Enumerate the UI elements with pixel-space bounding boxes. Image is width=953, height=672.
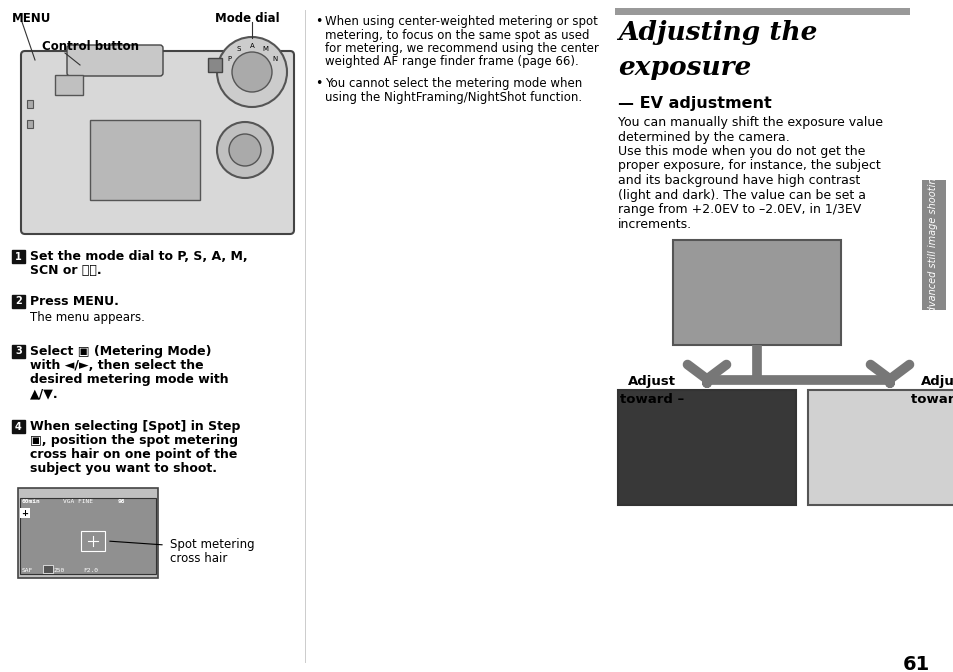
Text: 61: 61 — [902, 655, 929, 672]
Text: determined by the camera.: determined by the camera. — [618, 130, 789, 144]
Text: (light and dark). The value can be set a: (light and dark). The value can be set a — [618, 189, 865, 202]
Text: Use this mode when you do not get the: Use this mode when you do not get the — [618, 145, 864, 158]
Text: •: • — [314, 15, 322, 28]
Bar — [81, 531, 105, 551]
Text: for metering, we recommend using the center: for metering, we recommend using the cen… — [325, 42, 598, 55]
Text: subject you want to shoot.: subject you want to shoot. — [30, 462, 216, 475]
Text: weighted AF range finder frame (page 66).: weighted AF range finder frame (page 66)… — [325, 56, 578, 69]
Bar — [672, 240, 841, 345]
Text: Adjusting the: Adjusting the — [618, 20, 817, 45]
Bar — [12, 250, 25, 263]
Text: 2: 2 — [15, 296, 22, 306]
Text: P: P — [22, 508, 27, 514]
Text: exposure: exposure — [618, 55, 750, 80]
Text: range from +2.0EV to –2.0EV, in 1/3EV: range from +2.0EV to –2.0EV, in 1/3EV — [618, 203, 861, 216]
Text: Press MENU.: Press MENU. — [30, 295, 119, 308]
Text: ▣, position the spot metering: ▣, position the spot metering — [30, 434, 237, 447]
Text: P: P — [227, 56, 232, 62]
Text: When using center-weighted metering or spot: When using center-weighted metering or s… — [325, 15, 598, 28]
Bar — [43, 565, 53, 573]
FancyBboxPatch shape — [67, 45, 163, 76]
Text: 1: 1 — [15, 251, 22, 261]
Text: Adjust: Adjust — [627, 375, 676, 388]
Bar — [12, 295, 25, 308]
Text: and its background have high contrast: and its background have high contrast — [618, 174, 860, 187]
Text: Advanced still image shooting: Advanced still image shooting — [928, 171, 938, 319]
Text: The menu appears.: The menu appears. — [30, 311, 145, 324]
Circle shape — [216, 37, 287, 107]
Text: Adjust: Adjust — [920, 375, 953, 388]
Text: VGA FINE: VGA FINE — [63, 499, 92, 504]
Bar — [18, 488, 158, 578]
Text: Mode dial: Mode dial — [214, 12, 279, 25]
Text: toward –: toward – — [619, 393, 683, 406]
Bar — [55, 75, 83, 95]
Text: 98: 98 — [118, 499, 126, 504]
Text: A: A — [250, 43, 254, 49]
Bar — [615, 8, 909, 15]
Bar — [27, 100, 33, 108]
Text: cross hair: cross hair — [170, 552, 227, 565]
Bar — [12, 420, 25, 433]
Text: 4: 4 — [15, 421, 22, 431]
Text: proper exposure, for instance, the subject: proper exposure, for instance, the subje… — [618, 159, 880, 173]
Text: using the NightFraming/NightShot function.: using the NightFraming/NightShot functio… — [325, 91, 581, 103]
Text: toward +: toward + — [910, 393, 953, 406]
Circle shape — [216, 122, 273, 178]
Text: S: S — [236, 46, 241, 52]
Text: When selecting [Spot] in Step: When selecting [Spot] in Step — [30, 420, 240, 433]
Text: SCN or ⦿⦿.: SCN or ⦿⦿. — [30, 264, 102, 277]
Bar — [921, 180, 945, 310]
Text: N: N — [272, 56, 277, 62]
Text: Select ▣ (Metering Mode): Select ▣ (Metering Mode) — [30, 345, 212, 358]
Text: You can manually shift the exposure value: You can manually shift the exposure valu… — [618, 116, 882, 129]
Text: Control button: Control button — [42, 40, 139, 53]
Bar — [20, 508, 30, 518]
Text: cross hair on one point of the: cross hair on one point of the — [30, 448, 237, 461]
Bar — [208, 58, 222, 72]
Circle shape — [229, 134, 261, 166]
Text: You cannot select the metering mode when: You cannot select the metering mode when — [325, 77, 581, 90]
Circle shape — [232, 52, 272, 92]
Text: MENU: MENU — [12, 12, 51, 25]
Text: Spot metering: Spot metering — [170, 538, 254, 551]
Text: SAF: SAF — [22, 568, 33, 573]
Text: +: + — [22, 509, 29, 517]
Bar — [807, 390, 953, 505]
Text: 3: 3 — [15, 347, 22, 357]
Text: 250: 250 — [53, 568, 64, 573]
Text: metering, to focus on the same spot as used: metering, to focus on the same spot as u… — [325, 28, 589, 42]
Text: •: • — [314, 77, 322, 90]
Text: 60min: 60min — [22, 499, 41, 504]
Text: F2.0: F2.0 — [83, 568, 98, 573]
Bar — [90, 120, 200, 200]
Text: M: M — [262, 46, 268, 52]
Text: — EV adjustment: — EV adjustment — [618, 96, 771, 111]
Text: increments.: increments. — [618, 218, 691, 230]
Text: desired metering mode with: desired metering mode with — [30, 373, 229, 386]
Bar — [618, 390, 795, 505]
Text: Set the mode dial to P, S, A, M,: Set the mode dial to P, S, A, M, — [30, 250, 248, 263]
FancyBboxPatch shape — [21, 51, 294, 234]
Text: with ◄/►, then select the: with ◄/►, then select the — [30, 359, 203, 372]
Bar — [27, 120, 33, 128]
Bar — [12, 345, 25, 358]
Text: ▲/▼.: ▲/▼. — [30, 387, 58, 400]
Bar — [20, 498, 156, 574]
